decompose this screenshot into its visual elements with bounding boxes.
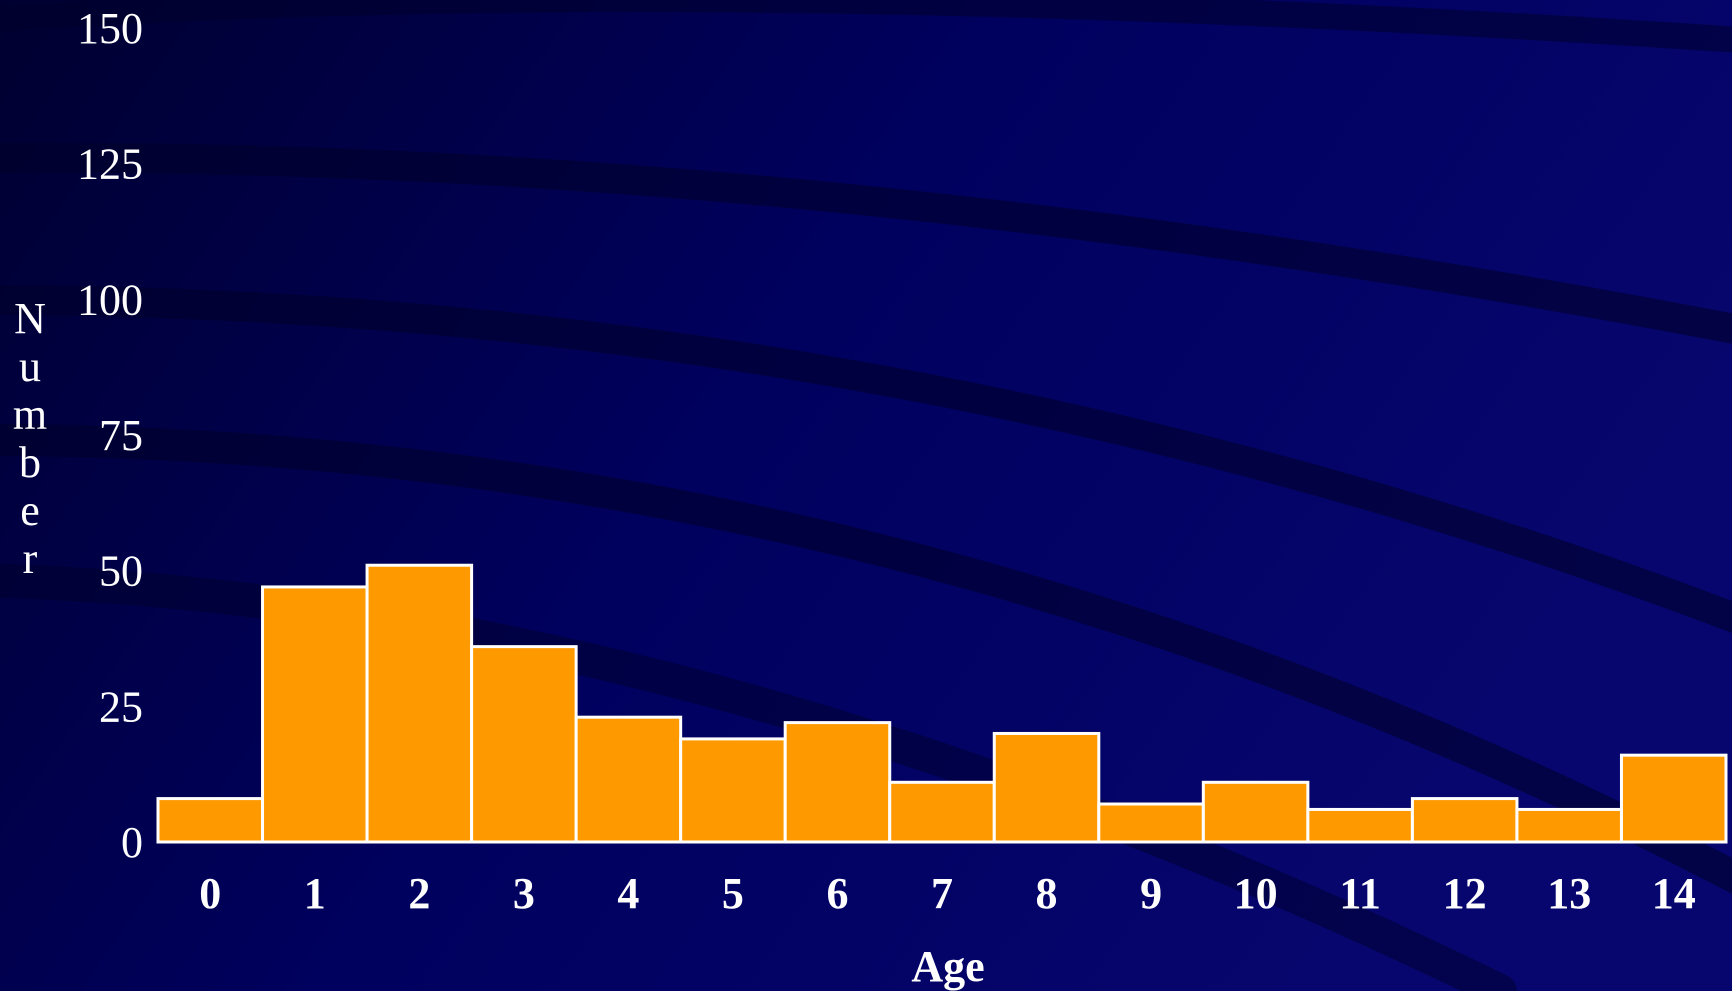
- y-axis-title-letter: N: [14, 294, 46, 343]
- x-tick-label: 5: [722, 869, 744, 918]
- y-tick-label: 125: [77, 140, 143, 189]
- x-axis-title: Age: [911, 942, 984, 991]
- x-tick-label: 1: [304, 869, 326, 918]
- bar-age-14: [1619, 753, 1728, 844]
- x-tick-label: 13: [1547, 869, 1591, 918]
- y-tick-label: 0: [121, 818, 143, 867]
- x-tick-label: 12: [1443, 869, 1487, 918]
- bar-age-6: [783, 721, 892, 844]
- x-tick-label: 14: [1652, 869, 1696, 918]
- bar-age-2: [365, 563, 474, 844]
- y-tick-label: 150: [77, 4, 143, 53]
- bar-age-7: [888, 780, 996, 844]
- x-tick-label: 0: [199, 869, 221, 918]
- y-axis-title-letter: u: [19, 342, 41, 391]
- bar-age-9: [1097, 802, 1205, 844]
- x-tick-label: 11: [1339, 869, 1381, 918]
- x-tick-label: 6: [826, 869, 848, 918]
- x-tick-label: 10: [1234, 869, 1278, 918]
- x-tick-label: 7: [931, 869, 953, 918]
- y-axis-title-letter: r: [23, 534, 38, 583]
- bar-age-4: [574, 715, 683, 844]
- bar-age-13: [1515, 807, 1623, 844]
- bar-age-8: [992, 731, 1101, 844]
- x-tick-label: 4: [617, 869, 639, 918]
- x-axis-ticks: 0 1 2 3 4 5 6 7 8 9 10 11 12 13 14: [199, 869, 1695, 918]
- bar-age-3: [470, 645, 578, 844]
- y-axis-title-letter: e: [20, 486, 40, 535]
- x-tick-label: 2: [408, 869, 430, 918]
- y-tick-label: 75: [99, 411, 143, 460]
- bar-age-12: [1410, 797, 1519, 844]
- x-tick-label: 8: [1036, 869, 1058, 918]
- y-axis-ticks: 0 25 50 75 100 125 150: [77, 4, 143, 867]
- bar-age-10: [1201, 780, 1310, 844]
- bars-group: [156, 563, 1728, 844]
- y-tick-label: 25: [99, 682, 143, 731]
- y-tick-label: 50: [99, 547, 143, 596]
- bar-age-0: [156, 797, 265, 844]
- x-tick-label: 9: [1140, 869, 1162, 918]
- y-axis-title-letter: m: [13, 390, 47, 439]
- x-tick-label: 3: [513, 869, 535, 918]
- bar-age-5: [679, 737, 787, 844]
- y-tick-label: 100: [77, 275, 143, 324]
- bar-age-1: [261, 585, 369, 844]
- bar-age-11: [1306, 807, 1414, 844]
- y-axis-title-letter: b: [19, 438, 41, 487]
